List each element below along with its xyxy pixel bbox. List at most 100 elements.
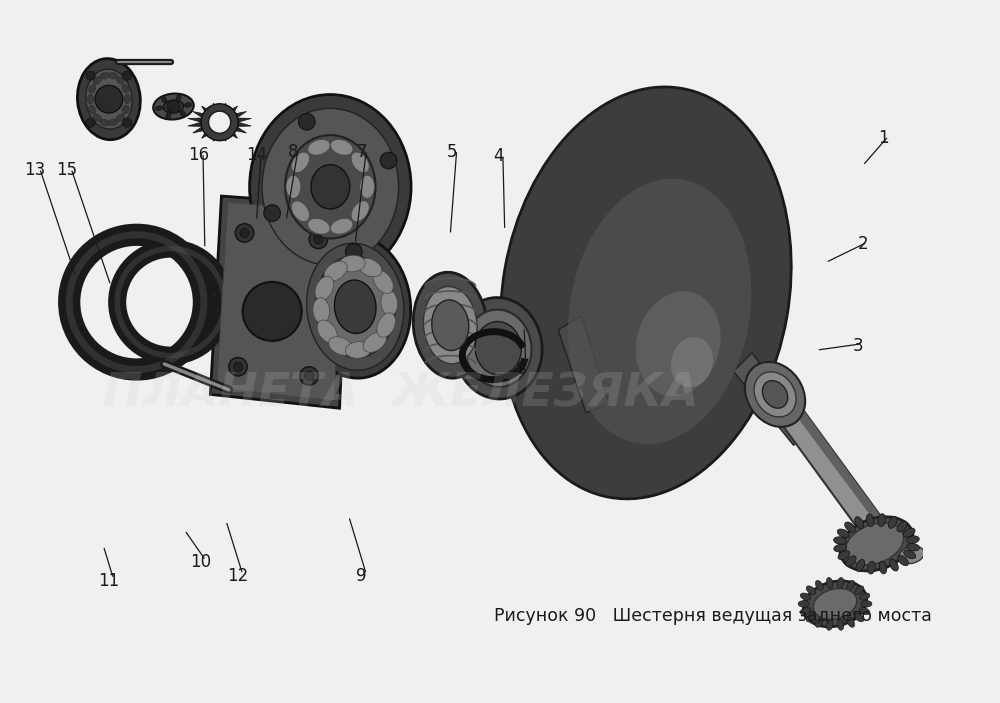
Text: 10: 10 [191,553,212,572]
Ellipse shape [636,291,721,396]
Circle shape [201,104,238,141]
Ellipse shape [837,619,844,630]
Ellipse shape [806,586,816,595]
Text: 9: 9 [356,567,367,585]
Ellipse shape [308,139,330,155]
Circle shape [86,118,95,127]
Ellipse shape [77,58,140,140]
Ellipse shape [855,517,864,529]
Ellipse shape [334,280,376,333]
Ellipse shape [331,139,353,155]
Circle shape [300,367,318,385]
Ellipse shape [317,320,337,343]
Ellipse shape [108,120,117,126]
Ellipse shape [363,333,386,352]
Ellipse shape [291,152,309,173]
Ellipse shape [286,175,301,198]
Polygon shape [202,130,213,138]
Ellipse shape [568,179,751,444]
Ellipse shape [859,593,870,600]
Text: 14: 14 [246,146,267,164]
Text: 8: 8 [288,143,299,161]
Ellipse shape [845,522,855,532]
Ellipse shape [122,105,129,114]
Ellipse shape [800,593,811,600]
Ellipse shape [311,165,350,209]
Ellipse shape [847,581,855,591]
Polygon shape [220,103,227,112]
Circle shape [346,243,362,260]
Ellipse shape [754,372,796,417]
Ellipse shape [262,108,399,265]
Ellipse shape [879,561,887,574]
Ellipse shape [308,219,330,234]
Ellipse shape [377,313,395,337]
Ellipse shape [840,517,913,571]
Ellipse shape [313,297,330,323]
Text: 11: 11 [98,572,120,590]
Ellipse shape [500,87,791,499]
Ellipse shape [163,100,184,113]
Ellipse shape [907,543,920,551]
Ellipse shape [324,262,347,281]
Ellipse shape [826,577,833,588]
Polygon shape [233,127,246,133]
Ellipse shape [93,77,102,84]
Ellipse shape [838,550,850,560]
Polygon shape [188,122,203,127]
Polygon shape [237,122,251,127]
Ellipse shape [161,96,167,103]
Polygon shape [193,112,207,118]
Ellipse shape [898,555,908,566]
Ellipse shape [166,112,171,119]
Circle shape [380,153,397,169]
Ellipse shape [316,256,395,357]
Ellipse shape [357,258,382,277]
Polygon shape [210,196,349,408]
Ellipse shape [89,105,96,114]
Polygon shape [213,103,220,112]
Ellipse shape [834,537,846,544]
Polygon shape [227,106,238,115]
Polygon shape [188,118,203,122]
Text: 6: 6 [516,359,527,378]
Text: 1: 1 [879,129,889,147]
Polygon shape [237,118,251,122]
Circle shape [264,205,280,221]
Ellipse shape [155,105,163,110]
Polygon shape [233,112,246,118]
Text: 5: 5 [447,143,457,161]
Polygon shape [769,371,900,548]
Ellipse shape [89,84,96,93]
Ellipse shape [806,613,816,622]
Ellipse shape [315,276,334,301]
Ellipse shape [381,290,398,316]
Ellipse shape [291,201,309,221]
Circle shape [314,235,323,244]
Ellipse shape [93,114,101,122]
Ellipse shape [854,586,864,595]
Ellipse shape [897,522,907,532]
Circle shape [123,118,132,127]
Polygon shape [757,371,900,560]
Ellipse shape [859,607,870,614]
Ellipse shape [360,175,375,198]
Text: 2: 2 [857,235,868,253]
Ellipse shape [432,300,469,351]
Text: 15: 15 [56,161,77,179]
Ellipse shape [866,514,874,527]
Ellipse shape [180,110,186,117]
Ellipse shape [423,287,477,364]
Ellipse shape [124,94,131,104]
Ellipse shape [116,77,125,84]
Ellipse shape [100,72,109,79]
Ellipse shape [846,523,904,565]
Polygon shape [193,127,207,133]
Circle shape [209,111,231,134]
Circle shape [240,228,249,238]
Circle shape [167,100,180,113]
Circle shape [117,249,224,356]
Circle shape [123,71,132,80]
Ellipse shape [798,600,809,607]
Ellipse shape [878,514,885,527]
